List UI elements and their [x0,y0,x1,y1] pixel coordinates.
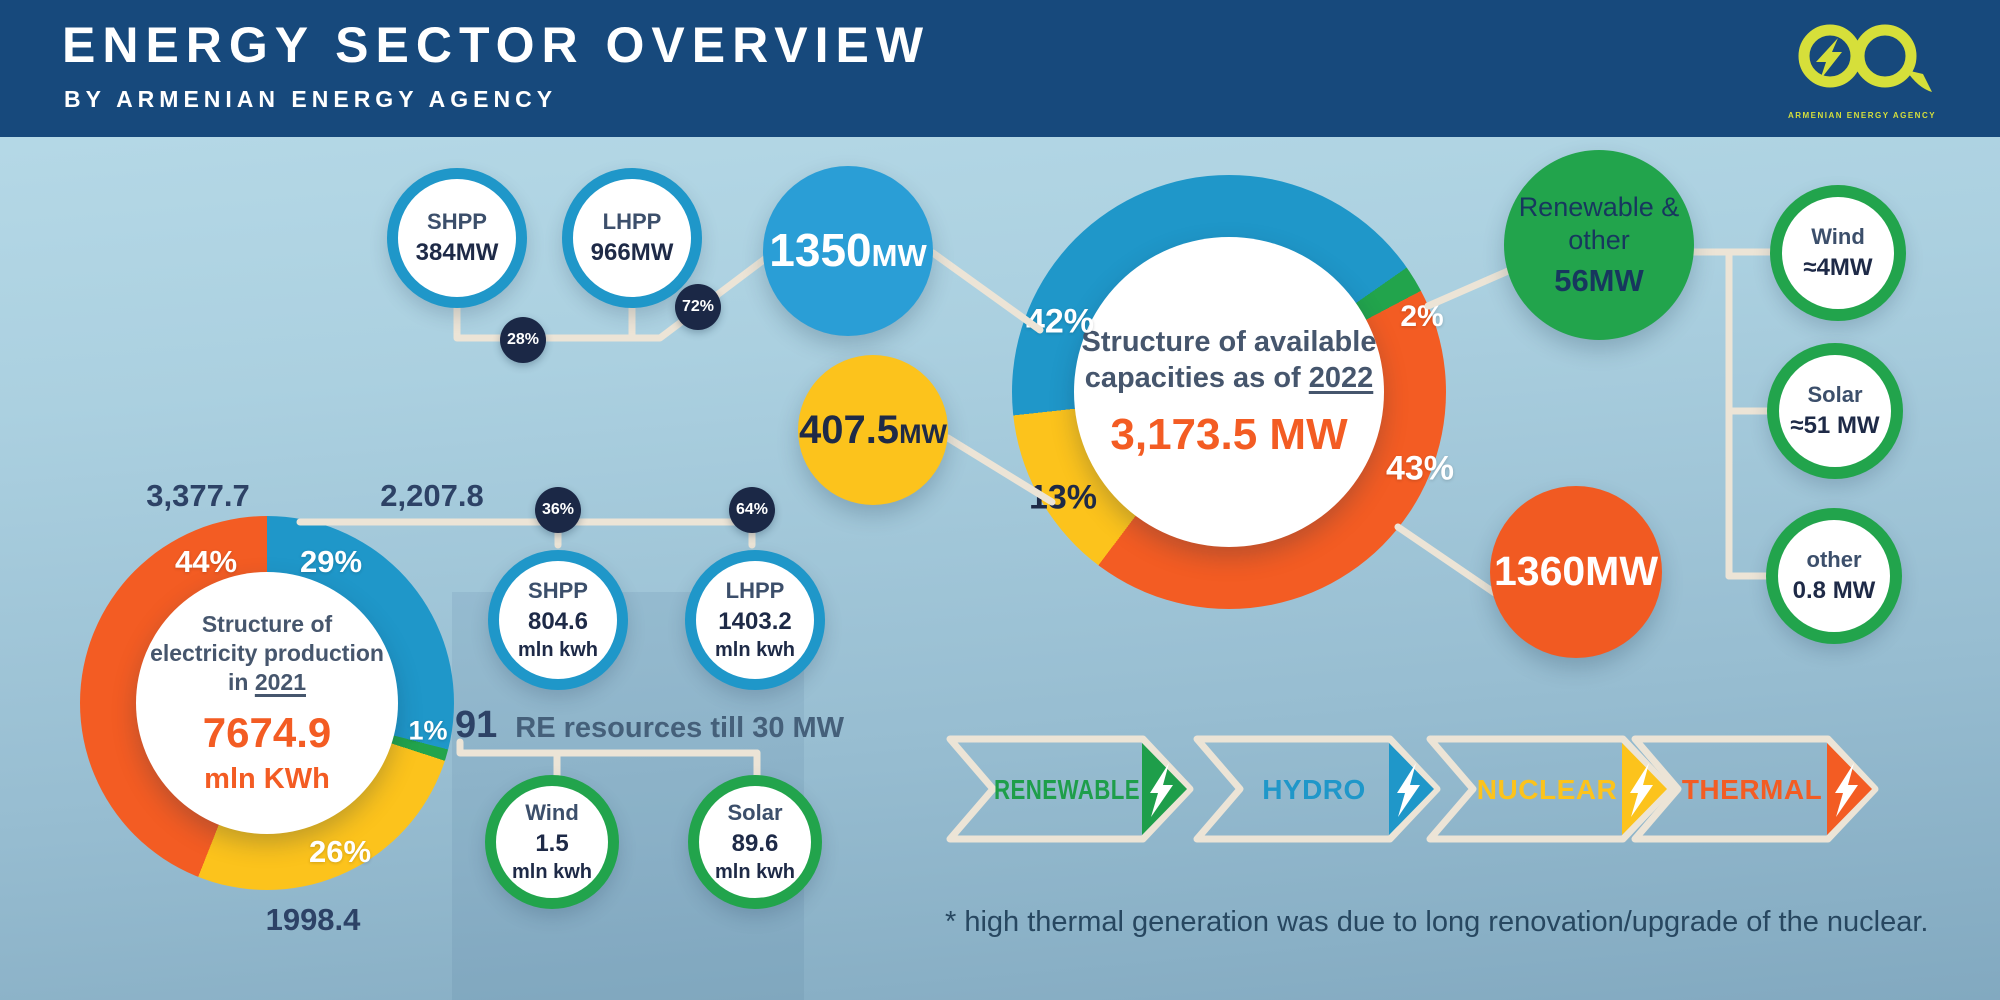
lhpp-capacity-value: 966MW [590,238,674,266]
wind-production-circle: Wind 1.5 mln kwh [485,775,619,909]
thermal-capacity-value: 1360MW [1493,548,1659,595]
callout-thermal-mln-kwh: 3,377.7 [146,478,250,513]
callout-nuclear-mln-kwh: 1998.4 [265,902,361,937]
lhpp-production-unit: mln kwh [714,638,795,661]
nuclear-capacity-circle: 407.5MW [798,355,948,505]
hydro-total-capacity-circle: 1350MW [763,166,933,336]
shpp-production-circle: SHPP 804.6 mln kwh [488,550,628,690]
re-resources-count: 91 [455,704,498,746]
page-title: ENERGY SECTOR OVERVIEW [62,17,931,73]
lhpp-production-circle: LHPP 1403.2 mln kwh [685,550,825,690]
renewable-capacity-circle: Renewable & other 56MW [1504,150,1694,340]
renewable-capacity-label: Renewable & other [1518,191,1680,256]
page-subtitle: BY ARMENIAN ENERGY AGENCY [64,86,558,112]
pct-label-hydro-capacity: 42% [1025,302,1095,341]
production-donut-title: Structure of electricity production in 2… [150,611,384,695]
renewable-capacity-value: 56MW [1554,263,1644,299]
shpp-capacity-circle: SHPP 384MW [387,168,527,308]
other-capacity-value: 0.8 MW [1792,576,1876,604]
production-donut-center: Structure of electricity production in 2… [136,572,398,834]
solar-production-value: 89.6 [731,829,779,857]
lightning-icon [1835,763,1858,817]
lhpp-capacity-circle: LHPP 966MW [562,168,702,308]
solar-production-circle: Solar 89.6 mln kwh [688,775,822,909]
pct-label-renewable-production: 1% [408,715,448,746]
nuclear-capacity-value: 407.5 [798,408,900,452]
lhpp-production-name: LHPP [725,578,785,604]
pct-label-thermal-production: 44% [174,544,238,579]
solar-capacity-circle: Solar ≈51 MW [1767,343,1903,479]
footnote: * high thermal generation was due to lon… [945,906,1929,938]
shpp-production-share-badge: 36% [535,487,581,533]
other-capacity-circle: other 0.8 MW [1766,508,1902,644]
agency-logo-icon [1798,24,1932,92]
re-resources-line: 91 RE resources till 30 MW [455,704,844,747]
re-resources-label: RE resources till 30 MW [515,712,845,744]
legend-label-nuclear: NUCLEAR [1477,774,1617,805]
lhpp-share-badge: 72% [675,284,721,330]
shpp-production-value: 804.6 [527,607,589,635]
capacity-donut-title: Structure of available capacities as of … [1081,325,1377,394]
solar-production-name: Solar [727,800,783,826]
nuclear-capacity-unit: MW [899,419,948,449]
legend-label-renewable: RENEWABLE [994,774,1140,805]
hydro-total-unit: MW [871,238,927,274]
agency-logo: ARMENIAN ENERGY AGENCY [1782,14,1942,120]
legend-item-nuclear: NUCLEAR [1426,735,1674,843]
shpp-capacity-name: SHPP [427,209,487,235]
other-capacity-name: other [1806,547,1862,573]
production-donut-chart: Structure of electricity production in 2… [80,516,454,890]
legend-label-hydro: HYDRO [1262,774,1366,805]
legend-label-thermal: THERMAL [1682,774,1822,805]
shpp-production-unit: mln kwh [517,638,598,661]
wind-capacity-name: Wind [1811,224,1865,250]
wind-capacity-circle: Wind ≈4MW [1770,185,1906,321]
hydro-total-value: 1350 [769,224,872,277]
shpp-share-badge: 28% [500,317,546,363]
wind-capacity-value: ≈4MW [1803,253,1873,281]
wind-production-unit: mln kwh [511,860,592,883]
wind-production-value: 1.5 [535,829,569,857]
legend-item-thermal: THERMAL [1631,735,1879,843]
lightning-icon [1150,763,1173,817]
header-bar: ENERGY SECTOR OVERVIEW BY ARMENIAN ENERG… [0,0,2000,137]
pct-label-nuclear-production: 26% [308,834,372,869]
production-total-unit: mln KWh [204,762,330,795]
thermal-capacity-circle: 1360MW [1490,486,1662,658]
solar-capacity-value: ≈51 MW [1790,411,1880,439]
pct-label-thermal-capacity: 43% [1385,449,1455,488]
capacity-total-value: 3,173.5 MW [1110,410,1348,460]
pct-label-hydro-production: 29% [299,544,363,579]
wind-production-name: Wind [525,800,579,826]
capacity-donut-chart: Structure of available capacities as of … [1012,175,1454,609]
lhpp-capacity-name: LHPP [602,209,662,235]
legend-item-renewable: RENEWABLE [946,735,1194,843]
agency-logo-text: ARMENIAN ENERGY AGENCY [1787,111,1937,120]
production-total-value: 7674.9 [202,708,332,756]
shpp-capacity-value: 384MW [415,238,499,266]
solar-capacity-name: Solar [1807,382,1863,408]
lhpp-production-share-badge: 64% [729,487,775,533]
solar-production-unit: mln kwh [714,860,795,883]
lightning-icon [1397,763,1420,817]
capacity-donut-center: Structure of available capacities as of … [1074,237,1384,547]
legend-item-hydro: HYDRO [1193,735,1441,843]
callout-hydro-mln-kwh: 2,207.8 [380,478,484,513]
lhpp-production-value: 1403.2 [718,607,792,635]
lightning-icon [1630,763,1653,817]
shpp-production-name: SHPP [528,578,588,604]
